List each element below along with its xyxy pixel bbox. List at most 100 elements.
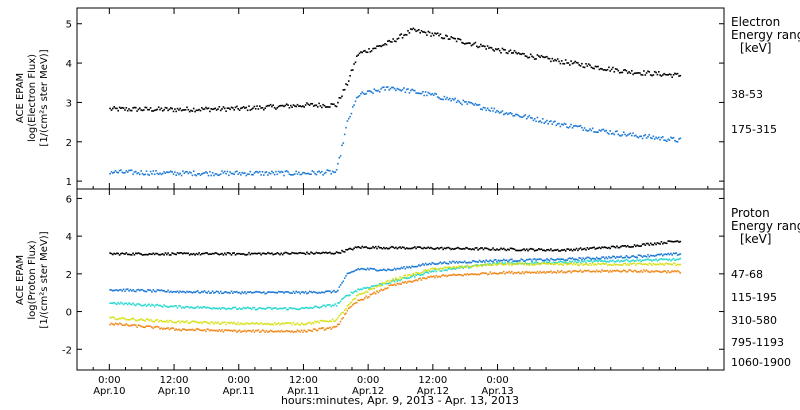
data-point [504, 259, 506, 262]
data-point [509, 262, 512, 265]
data-point [114, 289, 117, 291]
data-point [555, 261, 558, 264]
data-point [385, 86, 388, 88]
data-point [415, 92, 417, 94]
data-point [481, 108, 483, 111]
data-point [401, 246, 404, 248]
data-point [535, 259, 537, 261]
data-point [443, 247, 446, 249]
data-point [236, 323, 238, 326]
data-point [492, 110, 494, 112]
data-point [531, 117, 533, 119]
data-point [476, 273, 478, 276]
data-point [202, 108, 204, 111]
data-point [184, 306, 187, 308]
data-point [244, 291, 246, 293]
data-point [198, 307, 200, 309]
data-point [560, 60, 563, 62]
data-point [397, 88, 400, 91]
data-point [496, 262, 498, 265]
data-point [188, 254, 191, 256]
data-point [187, 108, 190, 111]
data-point [563, 271, 566, 273]
data-point [443, 261, 446, 263]
data-point [470, 44, 473, 47]
data-point [349, 302, 351, 305]
data-point [376, 90, 378, 92]
data-point [285, 251, 288, 254]
data-point [335, 105, 338, 108]
data-point [579, 257, 582, 259]
data-point [594, 258, 597, 260]
data-point [554, 249, 556, 251]
proton-legend-115-195: 115-195 [731, 291, 777, 304]
data-point [110, 302, 113, 305]
data-point [214, 321, 217, 324]
electron-series-38-53 [109, 27, 682, 113]
data-point [399, 279, 401, 282]
data-point [294, 307, 296, 310]
data-point [228, 307, 230, 310]
data-point [191, 328, 194, 331]
electron-y-tick-label: 3 [66, 98, 72, 109]
data-point [490, 264, 493, 267]
data-point [250, 308, 253, 310]
data-point [564, 261, 567, 263]
data-point [517, 262, 520, 265]
proton-ylabel-3: [1/(cm²s ster MeV)] [39, 231, 50, 328]
data-point [482, 248, 485, 251]
data-point [420, 272, 423, 274]
data-point [519, 262, 521, 264]
data-point [370, 293, 373, 296]
data-point [325, 251, 327, 254]
data-point [292, 307, 295, 310]
data-point [649, 242, 652, 245]
data-point [512, 272, 514, 275]
data-point [427, 272, 430, 274]
data-point [660, 263, 663, 266]
data-point [139, 319, 141, 321]
data-point [409, 89, 412, 92]
data-point [533, 261, 536, 264]
data-point [467, 261, 470, 264]
data-point [620, 271, 622, 273]
data-point [215, 307, 218, 310]
data-point [276, 107, 279, 109]
data-point [458, 265, 461, 267]
data-point [229, 292, 231, 294]
data-point [330, 320, 332, 323]
data-point [353, 247, 355, 250]
data-point [624, 256, 626, 259]
data-point [617, 270, 620, 272]
data-point [241, 323, 243, 326]
data-point [400, 283, 403, 285]
data-point [595, 247, 598, 250]
data-point [180, 174, 183, 177]
data-point [178, 173, 180, 176]
data-point [504, 248, 506, 251]
data-point [307, 292, 310, 294]
data-point [183, 328, 186, 330]
data-point [114, 169, 117, 172]
data-point [637, 270, 640, 273]
data-point [612, 255, 614, 258]
data-point [459, 248, 462, 250]
data-point [178, 328, 180, 331]
data-point [237, 252, 239, 255]
data-point [135, 106, 137, 109]
data-point [380, 288, 382, 291]
data-point [520, 116, 523, 118]
data-point [458, 260, 461, 263]
data-point [381, 282, 384, 284]
data-point [412, 280, 415, 282]
data-point [304, 253, 307, 255]
data-point [326, 252, 328, 254]
data-point [664, 253, 667, 255]
data-point [214, 329, 217, 332]
data-point [338, 286, 341, 288]
data-point [454, 37, 456, 40]
data-point [480, 272, 482, 275]
data-point [296, 291, 299, 294]
data-point [672, 136, 675, 139]
data-point [172, 110, 175, 113]
